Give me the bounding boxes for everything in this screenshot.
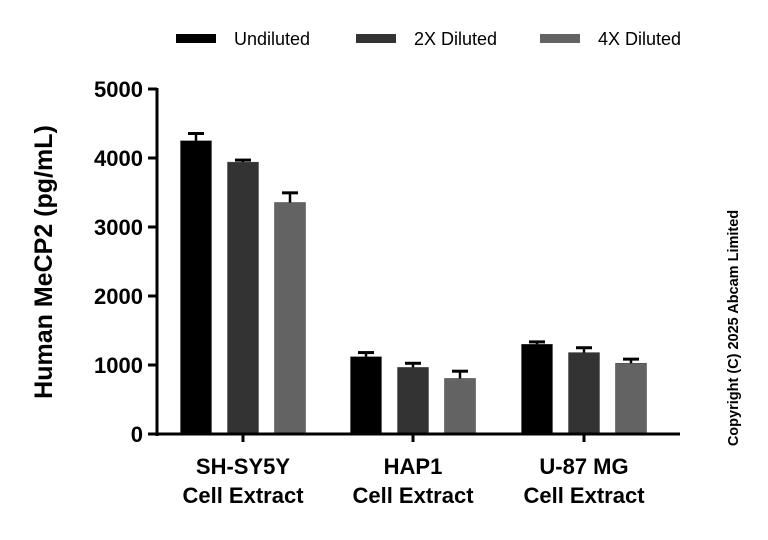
bar bbox=[568, 352, 600, 435]
bar bbox=[444, 378, 476, 435]
bar bbox=[350, 356, 382, 435]
y-tick-label: 4000 bbox=[94, 146, 143, 171]
x-tick-label: Cell Extract bbox=[523, 483, 645, 508]
y-axis: 0 1000 2000 3000 4000 5000 bbox=[94, 77, 159, 447]
bar bbox=[521, 344, 553, 435]
x-tick-label: Cell Extract bbox=[352, 483, 474, 508]
bar bbox=[180, 140, 212, 435]
bar bbox=[397, 367, 429, 435]
x-axis: SH-SY5Y Cell Extract HAP1 Cell Extract U-87 … bbox=[156, 432, 680, 508]
y-tick-label: 1000 bbox=[94, 353, 143, 378]
bar bbox=[227, 161, 259, 435]
y-tick-label: 3000 bbox=[94, 215, 143, 240]
y-tick-label: 5000 bbox=[94, 77, 143, 102]
legend-swatch bbox=[540, 34, 580, 43]
y-tick-label: 2000 bbox=[94, 284, 143, 309]
legend-label: 4X Diluted bbox=[598, 29, 681, 49]
x-tick-label: HAP1 bbox=[384, 454, 443, 479]
legend-swatch bbox=[176, 34, 216, 43]
bar bbox=[274, 202, 306, 435]
bars bbox=[180, 132, 647, 435]
bar bbox=[615, 363, 647, 435]
x-tick-label: U-87 MG bbox=[539, 454, 628, 479]
legend-label: Undiluted bbox=[234, 29, 310, 49]
legend: Undiluted 2X Diluted 4X Diluted bbox=[176, 29, 681, 49]
copyright-annotation: Copyright (C) 2025 Abcam Limited bbox=[726, 210, 742, 446]
x-tick-label: SH-SY5Y bbox=[196, 454, 290, 479]
legend-swatch bbox=[356, 34, 396, 43]
y-tick-label: 0 bbox=[131, 422, 143, 447]
legend-label: 2X Diluted bbox=[414, 29, 497, 49]
x-tick-label: Cell Extract bbox=[182, 483, 304, 508]
y-axis-label: Human MeCP2 (pg/mL) bbox=[30, 125, 58, 399]
